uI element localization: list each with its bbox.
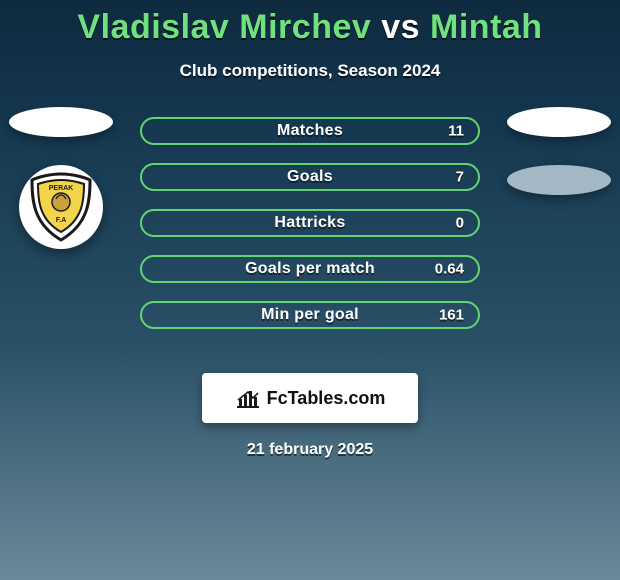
stat-bar-value-right: 0 (456, 215, 464, 232)
stat-bars: Matches 11 Goals 7 Hattricks 0 Goals per match… (140, 117, 480, 329)
stat-bar-label: Min per goal (261, 306, 359, 324)
stat-bar: Matches 11 (140, 117, 480, 145)
stat-bar-label: Goals (287, 168, 333, 186)
stat-bar: Goals 7 (140, 163, 480, 191)
badge-text-top: PERAK (49, 185, 74, 192)
stat-bar-value-right: 7 (456, 169, 464, 186)
page-title: Vladislav Mirchev vs Mintah (0, 8, 620, 47)
left-avatar-column: PERAK F.A (6, 107, 116, 249)
stat-bar-value-right: 11 (448, 123, 464, 140)
comparison-area: PERAK F.A Matches 11 Goals 7 Hattricks 0 Goals… (0, 117, 620, 347)
left-player-ellipse (9, 107, 113, 137)
right-avatar-column (504, 107, 614, 195)
subtitle: Club competitions, Season 2024 (0, 61, 620, 81)
shield-icon: PERAK F.A (28, 172, 94, 242)
date-text: 21 february 2025 (0, 441, 620, 459)
left-club-badge: PERAK F.A (19, 165, 103, 249)
stat-bar-value-right: 0.64 (435, 261, 464, 278)
title-player-left: Vladislav Mirchev (77, 8, 371, 46)
right-club-ellipse (507, 165, 611, 195)
stat-bar-label: Goals per match (245, 260, 375, 278)
stat-bar-value-right: 161 (439, 307, 464, 324)
stat-bar-label: Hattricks (274, 214, 345, 232)
content-wrapper: Vladislav Mirchev vs Mintah Club competi… (0, 0, 620, 580)
bar-chart-icon (235, 387, 261, 409)
source-logo-text: FcTables.com (267, 388, 386, 409)
title-vs: vs (381, 8, 420, 46)
source-logo-box: FcTables.com (202, 373, 418, 423)
badge-text-bottom: F.A (56, 217, 67, 224)
stat-bar: Goals per match 0.64 (140, 255, 480, 283)
stat-bar: Hattricks 0 (140, 209, 480, 237)
stat-bar: Min per goal 161 (140, 301, 480, 329)
right-player-ellipse (507, 107, 611, 137)
title-player-right: Mintah (430, 8, 543, 46)
stat-bar-label: Matches (277, 122, 343, 140)
